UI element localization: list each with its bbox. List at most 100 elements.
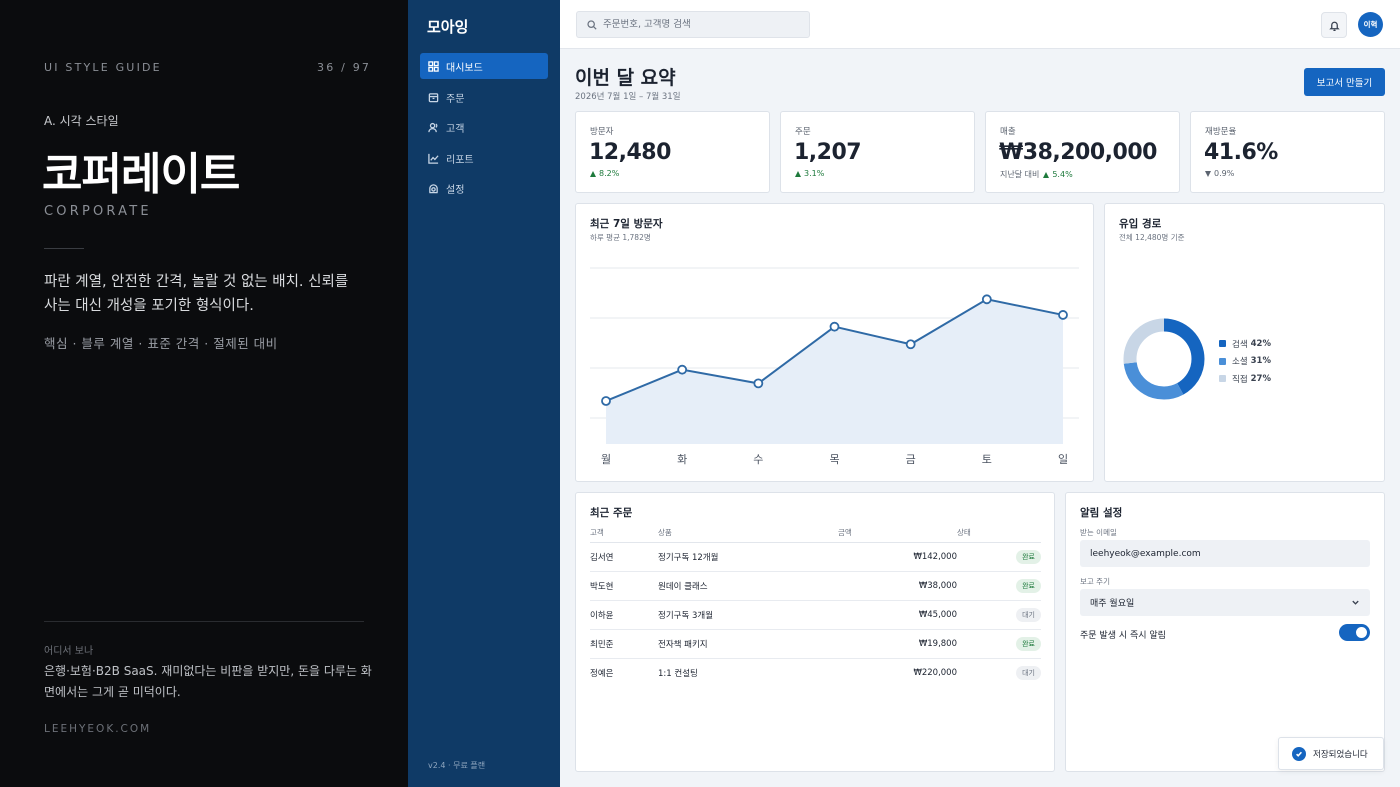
table-row[interactable]: 김서연 정기구독 12개월 ₩142,000 완료: [590, 542, 1041, 572]
customer-cell: 김서연: [590, 542, 658, 572]
x-tick-label: 금: [906, 453, 916, 466]
x-tick-label: 토: [982, 453, 992, 466]
area-fill: [606, 299, 1063, 444]
sources-card: 유입 경로 전체 12,480명 기준 검색 42% 소셜 31% 직접 27%: [1104, 203, 1385, 482]
search-input[interactable]: [603, 19, 803, 30]
status-cell: 대기: [957, 600, 1041, 630]
product-cell: 정기구독 3개월: [658, 600, 838, 630]
kpi-card-return-rate: 재방문율 41.6% 0.9%: [1190, 111, 1385, 193]
table-header-row: 고객 상품 금액 상태: [590, 523, 1041, 543]
trend-down-icon: [1205, 170, 1211, 177]
section-label: A. 시각 스타일: [44, 114, 119, 128]
frequency-select[interactable]: 매주 월요일: [1080, 589, 1370, 616]
column-header: 고객: [590, 523, 658, 543]
data-point: [677, 364, 688, 375]
table-row[interactable]: 정예은 1:1 컨설팅 ₩220,000 대기: [590, 658, 1041, 687]
instant-alert-label: 주문 발생 시 즉시 알림: [1080, 631, 1166, 641]
toggle-knob: [1356, 627, 1367, 638]
status-cell: 대기: [957, 658, 1041, 687]
table-row[interactable]: 박도현 원데이 클래스 ₩38,000 완료: [590, 571, 1041, 601]
sidebar-item-settings[interactable]: 설정: [420, 175, 548, 201]
guide-subtitle: CORPORATE: [44, 204, 152, 219]
legend-value: 27%: [1250, 373, 1271, 384]
kpi-label: 방문자: [590, 127, 614, 137]
sidebar-item-label: 설정: [446, 184, 465, 196]
status-cell: 완료: [957, 571, 1041, 601]
status-cell: 완료: [957, 629, 1041, 659]
guide-tags: 핵심 · 블루 계열 · 표준 간격 · 절제된 대비: [44, 336, 278, 351]
kpi-value: 1,207: [794, 140, 862, 165]
app-sidebar: 모아잉 대시보드 주문 고객 리포트 설정 v2.4 · 무료 플랜: [408, 0, 560, 787]
column-header: 상태: [957, 523, 1041, 543]
x-tick-label: 목: [829, 453, 839, 466]
table-row[interactable]: 최민준 전자책 패키지 ₩19,800 완료: [590, 629, 1041, 659]
plan-version: v2.4 · 무료 플랜: [428, 761, 486, 770]
card-title: 알림 설정: [1080, 507, 1123, 519]
amount-cell: ₩220,000: [913, 667, 957, 678]
notification-button[interactable]: [1321, 12, 1347, 38]
instant-alert-toggle[interactable]: [1339, 624, 1370, 641]
bell-icon: [1328, 21, 1340, 31]
check-icon: [1292, 746, 1306, 761]
orders-table: 고객 상품 금액 상태 김서연 정기구독 12개월 ₩142,000 완료 박도…: [590, 523, 1041, 687]
gear-icon: [429, 183, 438, 193]
sidebar-item-customers[interactable]: 고객: [420, 114, 548, 140]
legend-value: 42%: [1250, 338, 1271, 349]
email-field[interactable]: [1080, 540, 1370, 567]
search-icon: [587, 19, 597, 30]
card-title: 유입 경로: [1119, 218, 1162, 230]
product-cell: 원데이 클래스: [658, 571, 838, 601]
kpi-label: 매출: [1000, 127, 1016, 137]
sidebar-item-reports[interactable]: 리포트: [420, 145, 548, 171]
kpi-delta: 8.2%: [590, 169, 619, 178]
customer-cell: 이하윤: [590, 600, 658, 630]
chevron-down-icon: [1352, 600, 1359, 605]
product-cell: 정기구독 12개월: [658, 542, 838, 572]
kpi-card-revenue: 매출 ₩38,200,000 지난달 대비 5.4%: [985, 111, 1180, 193]
kpi-delta-value: 0.9%: [1214, 169, 1235, 178]
x-tick-label: 일: [1058, 452, 1068, 466]
sidebar-item-label: 대시보드: [446, 62, 483, 74]
kpi-label: 주문: [795, 127, 811, 137]
saved-toast: 저장되었습니다: [1278, 737, 1384, 770]
frequency-label: 보고 주기: [1080, 577, 1110, 586]
legend-swatch: [1219, 357, 1226, 365]
legend-item: 검색 42%: [1219, 335, 1271, 353]
amount-cell: ₩142,000: [838, 542, 957, 572]
column-header: 금액: [838, 523, 957, 543]
data-point: [905, 339, 916, 350]
sidebar-item-dashboard[interactable]: 대시보드: [420, 53, 548, 79]
notification-settings-card: 알림 설정 받는 이메일 보고 주기 매주 월요일 주문 발생 시 즉시 알림: [1065, 492, 1385, 772]
sources-donut-chart: [1123, 318, 1205, 400]
grid-icon: [428, 60, 439, 72]
sidebar-item-orders[interactable]: 주문: [420, 84, 548, 110]
kpi-card-orders: 주문 1,207 3.1%: [780, 111, 975, 193]
x-tick-label: 화: [677, 453, 687, 466]
page-counter: 36 / 97: [317, 61, 372, 74]
column-header: 상품: [658, 523, 838, 543]
topbar: 이혁: [560, 0, 1400, 49]
kpi-delta-value: 3.1%: [804, 169, 825, 178]
recent-orders-card: 최근 주문 고객 상품 금액 상태 김서연 정기구독 12개월 ₩142,000…: [575, 492, 1055, 772]
table-row[interactable]: 이하윤 정기구독 3개월 ₩45,000 대기: [590, 600, 1041, 630]
card-title: 최근 7일 방문자: [590, 218, 663, 230]
app-brand: 모아잉: [427, 18, 469, 36]
style-guide-panel: UI STYLE GUIDE 36 / 97 A. 시각 스타일 코퍼레이트 C…: [0, 0, 408, 787]
box-icon: [428, 92, 439, 102]
legend-item: 직접 27%: [1219, 370, 1271, 388]
sidebar-item-label: 고객: [446, 123, 465, 135]
trend-up-icon: [590, 170, 596, 177]
data-point: [601, 396, 611, 406]
avatar[interactable]: 이혁: [1358, 12, 1383, 37]
product-cell: 1:1 컨설팅: [658, 668, 698, 679]
date-range: 2026년 7월 1일 – 7월 31일: [575, 92, 681, 102]
donut-slice: [1123, 318, 1205, 400]
create-report-button[interactable]: 보고서 만들기: [1304, 68, 1385, 96]
card-subtitle: 전체 12,480명 기준: [1119, 233, 1185, 242]
search-box[interactable]: [576, 11, 810, 38]
legend-swatch: [1219, 375, 1226, 383]
visitors-chart-card: 최근 7일 방문자 하루 평균 1,782명 월 화 수 목 금 토 일: [575, 203, 1094, 482]
amount-cell: ₩45,000: [838, 600, 957, 630]
status-badge: 완료: [1016, 549, 1041, 564]
